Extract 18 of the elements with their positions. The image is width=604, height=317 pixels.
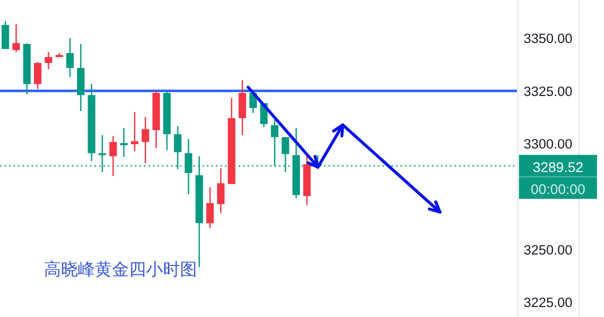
candlestick xyxy=(142,116,150,164)
ref-line-label: 3289.52 xyxy=(532,158,584,175)
candlestick xyxy=(120,127,128,158)
candlestick xyxy=(109,135,117,177)
candlestick xyxy=(12,23,20,53)
y-tick-label: 3225.00 xyxy=(524,295,572,310)
candlestick xyxy=(217,168,225,214)
candlestick xyxy=(66,37,74,78)
y-tick-label: 3300.00 xyxy=(524,136,572,152)
text: 00:00:00 xyxy=(530,180,586,197)
y-tick-label: 3250.00 xyxy=(524,242,572,258)
y-tick-label: 3350.00 xyxy=(524,31,572,46)
y-tick-label: 3325.00 xyxy=(524,84,572,99)
candlestick xyxy=(206,186,214,229)
annotation: 高晓峰黄金四小时图 xyxy=(44,260,197,280)
candlestick xyxy=(130,111,138,152)
candlestick xyxy=(34,61,42,90)
candlestick xyxy=(44,51,52,70)
